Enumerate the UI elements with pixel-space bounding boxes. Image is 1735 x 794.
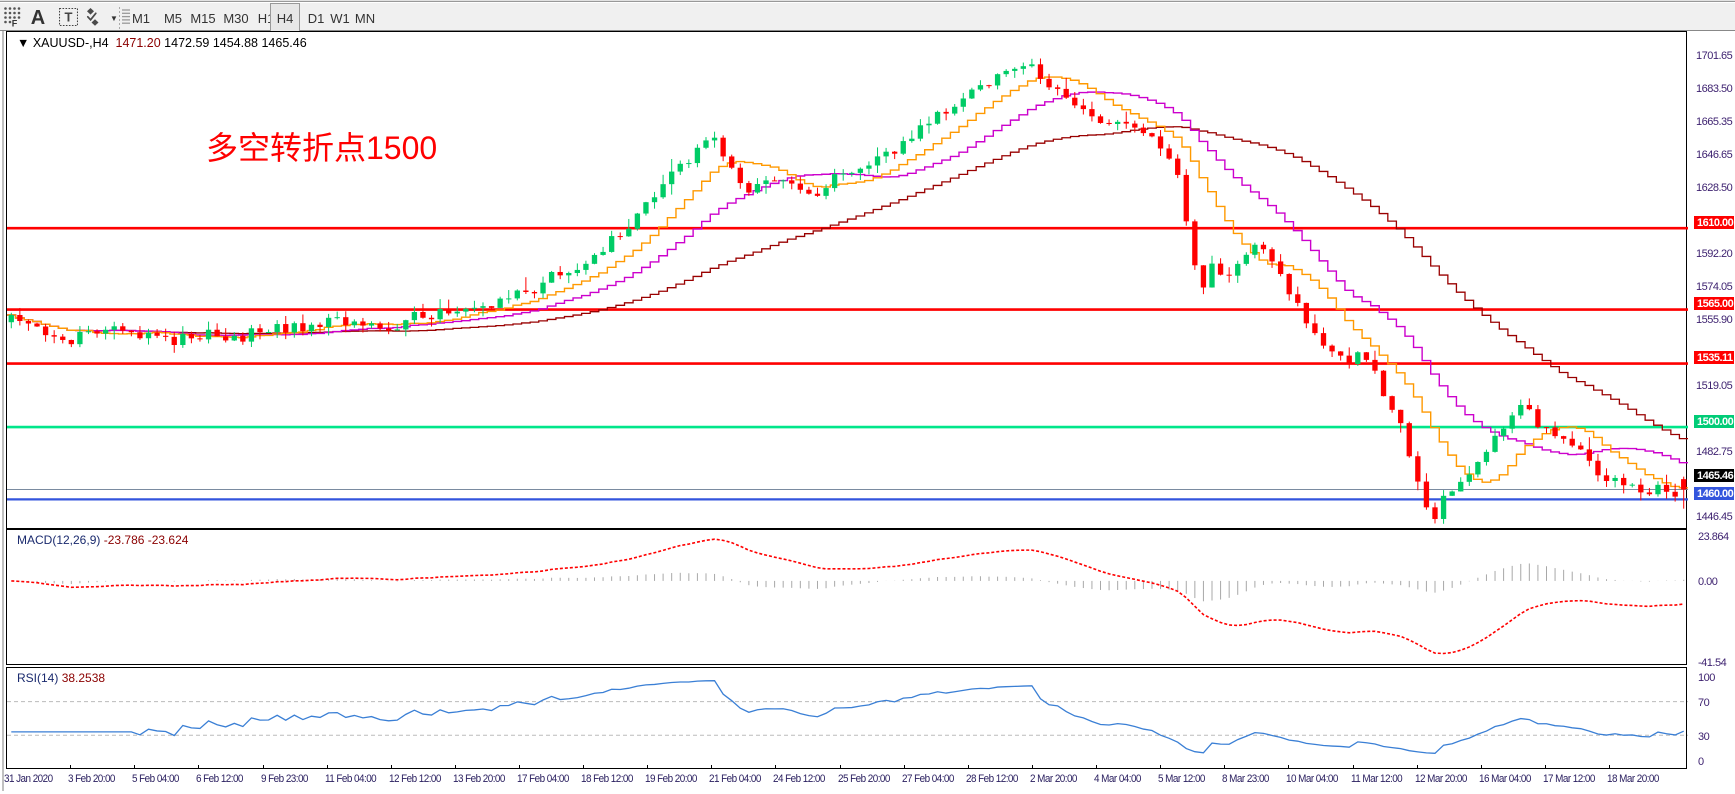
svg-text:F: F — [12, 19, 18, 28]
svg-text:多空转折点1500: 多空转折点1500 — [206, 130, 437, 166]
svg-text:T: T — [65, 10, 73, 25]
